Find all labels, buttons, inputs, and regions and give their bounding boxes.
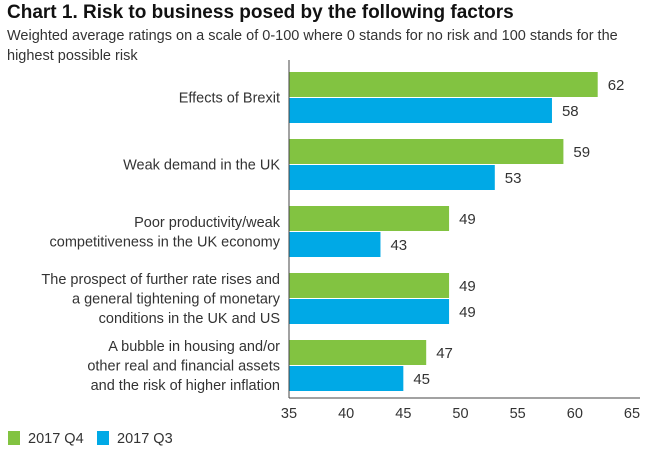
bar-q3 <box>289 232 381 257</box>
legend-label: 2017 Q4 <box>28 431 84 447</box>
category-label: and the risk of higher inflation <box>91 378 280 394</box>
bar-q4 <box>289 206 450 231</box>
chart-subtitle: Weighted average ratings on a scale of 0… <box>7 28 618 64</box>
bar-q4 <box>289 72 598 97</box>
bar-q3 <box>289 98 552 123</box>
bar-q4 <box>289 139 564 164</box>
category-label: a general tightening of monetary <box>72 292 281 308</box>
chart-title: Chart 1. Risk to business posed by the f… <box>7 2 514 23</box>
data-label: 49 <box>459 278 476 295</box>
legend-label: 2017 Q3 <box>117 431 173 447</box>
bar-q3 <box>289 366 404 391</box>
data-label: 58 <box>562 103 579 120</box>
category-label: Weak demand in the UK <box>123 158 280 174</box>
x-tick-label: 60 <box>567 406 583 422</box>
category-label: competitiveness in the UK economy <box>50 234 281 250</box>
category-label: The prospect of further rate rises and <box>41 272 280 288</box>
category-label: A bubble in housing and/or <box>108 339 280 355</box>
legend-swatch-q4 <box>8 431 20 445</box>
category-label: conditions in the UK and US <box>99 311 280 327</box>
data-label: 45 <box>413 371 430 388</box>
category-label: other real and financial assets <box>87 359 280 375</box>
category-label: Poor productivity/weak <box>134 215 281 231</box>
x-tick-label: 65 <box>624 406 640 422</box>
bar-q4 <box>289 273 450 298</box>
x-tick-label: 55 <box>510 406 526 422</box>
data-label: 49 <box>459 304 476 321</box>
data-label: 62 <box>608 77 625 94</box>
bar-q3 <box>289 299 450 324</box>
data-label: 53 <box>505 170 522 187</box>
category-label: Effects of Brexit <box>179 91 280 107</box>
x-tick-label: 45 <box>395 406 411 422</box>
legend-swatch-q3 <box>97 431 109 445</box>
bar-q4 <box>289 340 427 365</box>
data-label: 47 <box>436 345 453 362</box>
data-label: 59 <box>573 144 590 161</box>
data-label: 49 <box>459 211 476 228</box>
x-tick-label: 40 <box>338 406 354 422</box>
x-tick-label: 35 <box>281 406 297 422</box>
data-label: 43 <box>390 237 407 254</box>
bar-q3 <box>289 165 495 190</box>
x-tick-label: 50 <box>452 406 468 422</box>
